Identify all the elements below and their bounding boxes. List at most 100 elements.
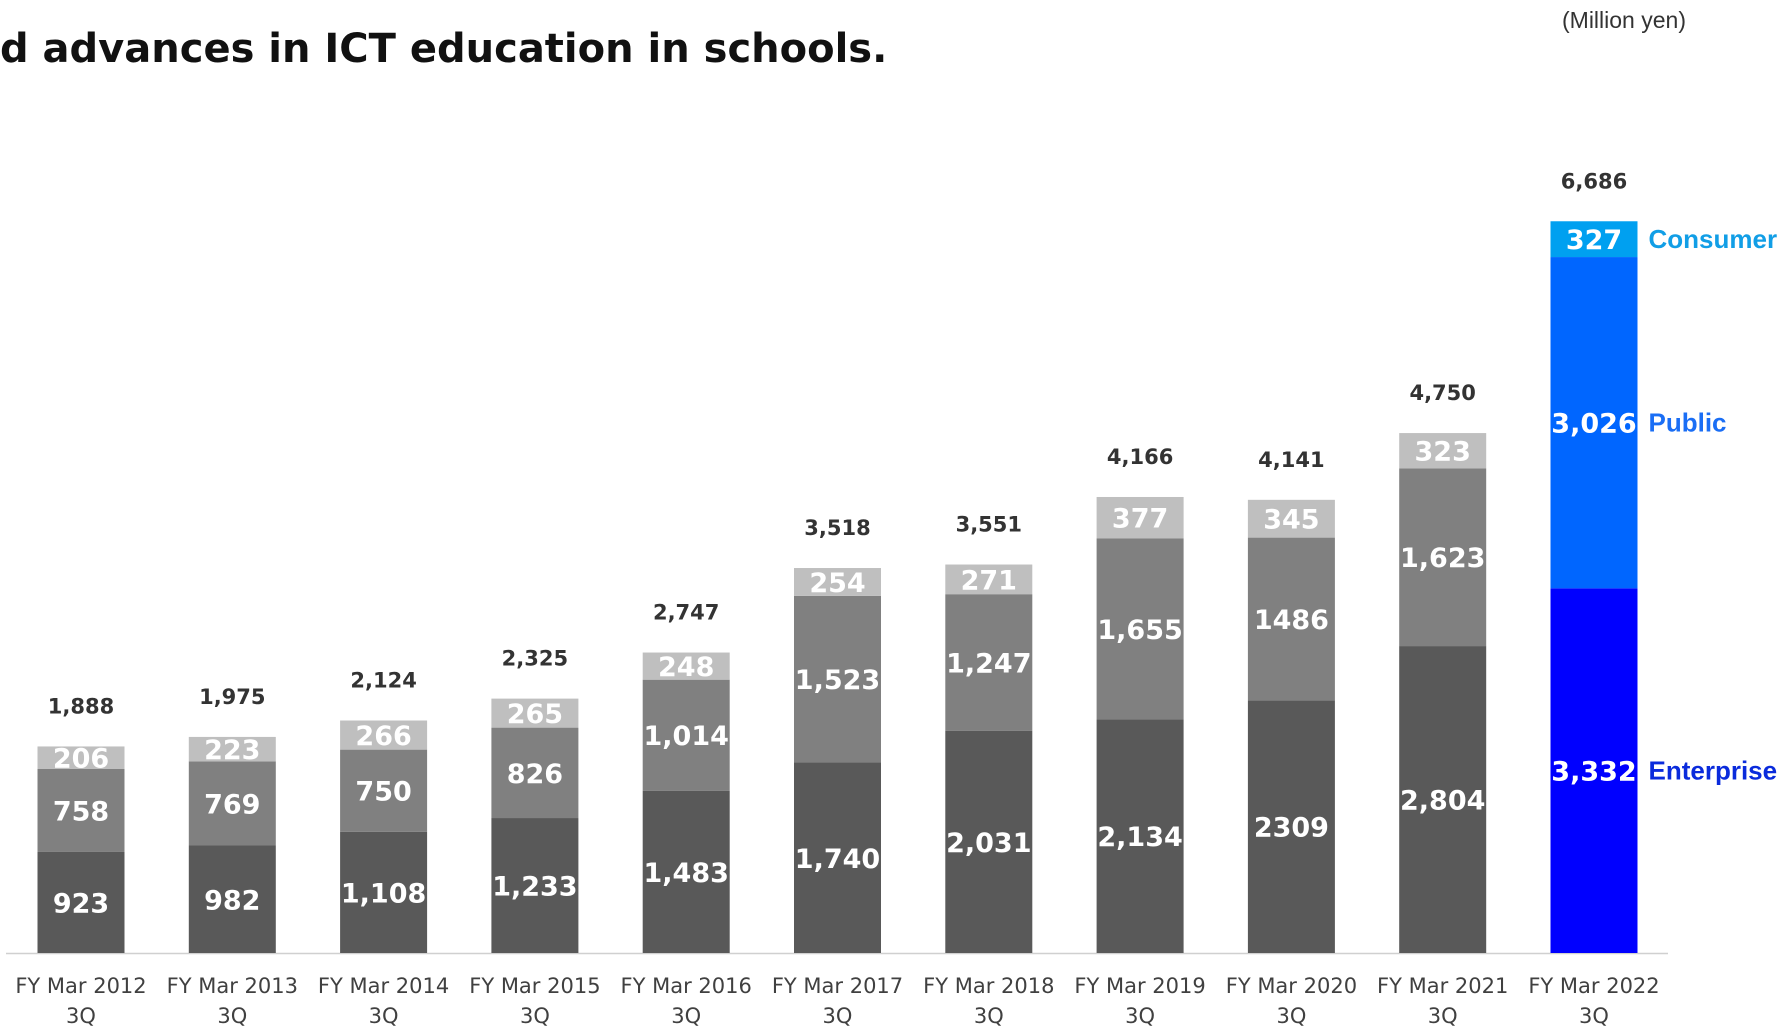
data-label-consumer: 271 bbox=[961, 565, 1017, 596]
data-label-enterprise: 1,233 bbox=[492, 872, 577, 903]
data-label-public: 1,523 bbox=[795, 665, 880, 696]
data-label-public: 1486 bbox=[1254, 605, 1329, 636]
data-label-public: 1,014 bbox=[643, 721, 728, 752]
bar-segment-consumer bbox=[37, 746, 125, 769]
category-label: FY Mar 2012 bbox=[15, 974, 146, 998]
bar-segment-public bbox=[1247, 537, 1335, 701]
bar-segment-consumer bbox=[340, 720, 428, 750]
legend-public: Public bbox=[1649, 408, 1727, 438]
total-label: 6,686 bbox=[1561, 169, 1627, 193]
category-label: FY Mar 2019 bbox=[1074, 974, 1205, 998]
bar-segment-enterprise bbox=[491, 818, 579, 953]
total-label: 4,141 bbox=[1258, 448, 1324, 472]
total-label: 4,750 bbox=[1409, 381, 1475, 405]
category-label-quarter: 3Q bbox=[671, 1004, 701, 1028]
category-label-quarter: 3Q bbox=[66, 1004, 96, 1028]
category-label: FY Mar 2018 bbox=[923, 974, 1054, 998]
data-label-consumer: 206 bbox=[53, 744, 109, 775]
data-label-public: 1,247 bbox=[946, 648, 1031, 679]
data-label-public: 758 bbox=[53, 796, 109, 827]
category-label-quarter: 3Q bbox=[974, 1004, 1004, 1028]
category-label-quarter: 3Q bbox=[823, 1004, 853, 1028]
category-label: FY Mar 2021 bbox=[1377, 974, 1508, 998]
bar-segment-public bbox=[37, 768, 125, 852]
data-label-consumer: 345 bbox=[1263, 505, 1319, 536]
bar-segment-consumer bbox=[945, 564, 1033, 595]
category-label-quarter: 3Q bbox=[520, 1004, 550, 1028]
total-label: 4,166 bbox=[1107, 445, 1173, 469]
bar-segment-consumer bbox=[642, 652, 730, 680]
bar-segment-consumer bbox=[491, 698, 579, 728]
bar-segment-enterprise bbox=[1247, 700, 1335, 953]
category-label: FY Mar 2022 bbox=[1528, 974, 1659, 998]
category-label: FY Mar 2014 bbox=[318, 974, 449, 998]
bar-segment-enterprise bbox=[37, 851, 125, 953]
bar-segment-public bbox=[794, 595, 881, 763]
bar-segment-public bbox=[945, 594, 1033, 731]
data-label-consumer: 248 bbox=[658, 652, 714, 683]
data-label-consumer: 266 bbox=[355, 721, 411, 752]
unit-label: (Million yen) bbox=[1562, 7, 1686, 33]
bar-segment-enterprise bbox=[1399, 646, 1487, 953]
data-label-enterprise: 1,108 bbox=[341, 878, 426, 909]
data-label-enterprise: 2,031 bbox=[946, 828, 1031, 859]
category-label: FY Mar 2017 bbox=[772, 974, 903, 998]
category-label-quarter: 3Q bbox=[217, 1004, 247, 1028]
total-label: 3,518 bbox=[804, 516, 870, 540]
category-label: FY Mar 2013 bbox=[167, 974, 298, 998]
category-label: FY Mar 2015 bbox=[469, 974, 600, 998]
bar-segment-public bbox=[1399, 468, 1487, 647]
bar-segment-enterprise bbox=[340, 831, 428, 953]
bar-segment-enterprise bbox=[642, 790, 730, 953]
data-label-enterprise: 982 bbox=[204, 885, 260, 916]
total-label: 2,124 bbox=[350, 669, 416, 693]
category-label-quarter: 3Q bbox=[369, 1004, 399, 1028]
data-label-consumer: 223 bbox=[204, 735, 260, 766]
legend-consumer: Consumer bbox=[1649, 224, 1778, 254]
data-label-consumer: 323 bbox=[1415, 437, 1471, 468]
bar-segment-consumer bbox=[188, 736, 276, 762]
bar-segment-enterprise bbox=[188, 845, 276, 953]
data-label-public: 750 bbox=[355, 777, 411, 808]
data-label-enterprise: 1,483 bbox=[643, 858, 728, 889]
total-label: 3,551 bbox=[956, 513, 1022, 537]
bar-segment-enterprise bbox=[794, 762, 881, 953]
data-label-enterprise: 2,804 bbox=[1400, 786, 1485, 817]
data-label-consumer: 377 bbox=[1112, 504, 1168, 535]
total-label: 1,975 bbox=[199, 685, 265, 709]
data-label-public: 3,026 bbox=[1551, 409, 1636, 440]
data-label-consumer: 265 bbox=[507, 699, 563, 730]
category-label-quarter: 3Q bbox=[1276, 1004, 1306, 1028]
data-label-enterprise: 3,332 bbox=[1551, 757, 1636, 788]
bar-segment-public bbox=[340, 749, 428, 832]
bar-segment-enterprise bbox=[945, 730, 1033, 953]
bar-segment-consumer bbox=[794, 568, 881, 596]
data-label-public: 1,655 bbox=[1097, 615, 1182, 646]
bar-segment-consumer bbox=[1550, 221, 1638, 258]
data-label-consumer: 327 bbox=[1566, 225, 1622, 256]
data-label-public: 826 bbox=[507, 759, 563, 790]
bar-segment-public bbox=[1550, 257, 1638, 589]
data-label-enterprise: 1,740 bbox=[795, 844, 880, 875]
total-label: 1,888 bbox=[48, 694, 114, 718]
total-label: 2,325 bbox=[502, 647, 568, 671]
bar-segment-consumer bbox=[1096, 496, 1184, 539]
bar-segment-public bbox=[642, 679, 730, 791]
category-label-quarter: 3Q bbox=[1428, 1004, 1458, 1028]
category-label-quarter: 3Q bbox=[1125, 1004, 1155, 1028]
category-label: FY Mar 2016 bbox=[621, 974, 752, 998]
data-label-public: 1,623 bbox=[1400, 543, 1485, 574]
data-label-consumer: 254 bbox=[809, 568, 865, 599]
bar-segment-enterprise bbox=[1550, 588, 1638, 953]
data-label-enterprise: 923 bbox=[53, 888, 109, 919]
bar-segment-public bbox=[1096, 538, 1184, 720]
category-label-quarter: 3Q bbox=[1579, 1004, 1609, 1028]
bar-segment-consumer bbox=[1399, 433, 1487, 469]
data-label-enterprise: 2309 bbox=[1254, 813, 1329, 844]
data-label-enterprise: 2,134 bbox=[1097, 822, 1182, 853]
bar-segment-public bbox=[188, 761, 276, 846]
total-label: 2,747 bbox=[653, 601, 719, 625]
category-label: FY Mar 2020 bbox=[1226, 974, 1357, 998]
bar-segment-enterprise bbox=[1096, 719, 1184, 953]
